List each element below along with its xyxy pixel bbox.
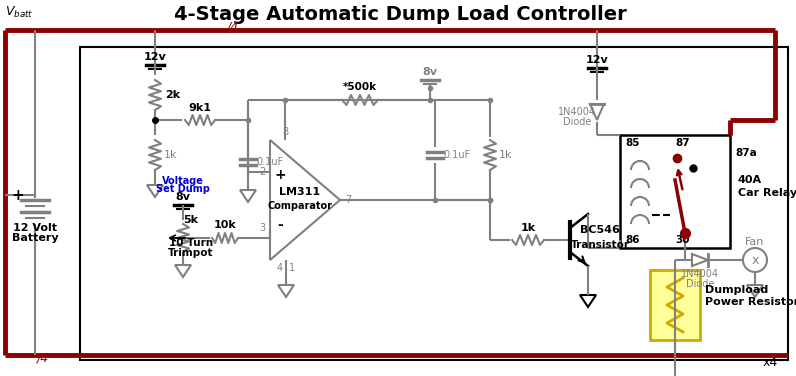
Bar [80,47,788,360]
Text: +: + [12,188,25,203]
Text: Diode: Diode [686,279,714,289]
Text: 30: 30 [675,235,689,245]
Text: 10k: 10k [213,220,236,230]
Text: Dumpload: Dumpload [705,285,768,295]
Text: *500k: *500k [343,82,377,92]
Text: Set Dump: Set Dump [156,184,210,194]
Text: Comparator: Comparator [267,201,333,211]
Text: 1: 1 [289,263,295,273]
Text: Car Relay: Car Relay [738,188,796,198]
Text: /4: /4 [37,352,49,364]
Text: 87: 87 [675,138,689,148]
Text: x4: x4 [763,356,778,370]
Text: 86: 86 [625,235,639,245]
Text: -: - [277,218,283,232]
Bar [620,135,730,248]
Text: 1k: 1k [499,150,513,160]
Text: 9k1: 9k1 [189,103,212,113]
Text: Fan: Fan [745,237,765,247]
Text: 0.1uF: 0.1uF [256,157,283,167]
Text: 12 Volt: 12 Volt [13,223,57,233]
Text: 0.1uF: 0.1uF [443,150,470,160]
Text: /4: /4 [227,21,239,33]
Text: 3: 3 [259,223,265,233]
Text: LM311: LM311 [279,187,321,197]
Text: 1N4004: 1N4004 [558,107,596,117]
Bar [650,270,700,340]
Text: 12v: 12v [586,55,608,65]
Text: Trimpot: Trimpot [168,248,214,258]
Text: 1N4004: 1N4004 [681,269,719,279]
Text: 1k: 1k [521,223,536,233]
Text: +: + [274,168,286,182]
Text: 85: 85 [625,138,639,148]
Text: 2k: 2k [166,90,181,100]
Text: 12v: 12v [143,52,166,62]
Text: Diode: Diode [563,117,591,127]
Text: BC546: BC546 [580,225,620,235]
Text: 8v: 8v [423,67,438,77]
Text: 87a: 87a [735,148,757,158]
Text: x: x [751,253,759,267]
Text: 8: 8 [282,127,288,137]
Text: Transistor: Transistor [571,240,630,250]
Text: $V_{batt}$: $V_{batt}$ [5,5,33,20]
Text: 7: 7 [345,195,351,205]
Text: 8v: 8v [175,192,190,202]
Text: Voltage: Voltage [162,176,204,186]
Text: 40A: 40A [738,175,762,185]
Text: 10 Turn: 10 Turn [169,238,213,248]
Text: 2: 2 [259,167,265,177]
Text: Battery: Battery [12,233,58,243]
Text: 1k: 1k [164,150,178,160]
Text: 4-Stage Automatic Dump Load Controller: 4-Stage Automatic Dump Load Controller [174,5,626,23]
Text: 4: 4 [277,263,283,273]
Text: Power Resistor: Power Resistor [705,297,796,307]
Text: 5k: 5k [184,215,198,225]
